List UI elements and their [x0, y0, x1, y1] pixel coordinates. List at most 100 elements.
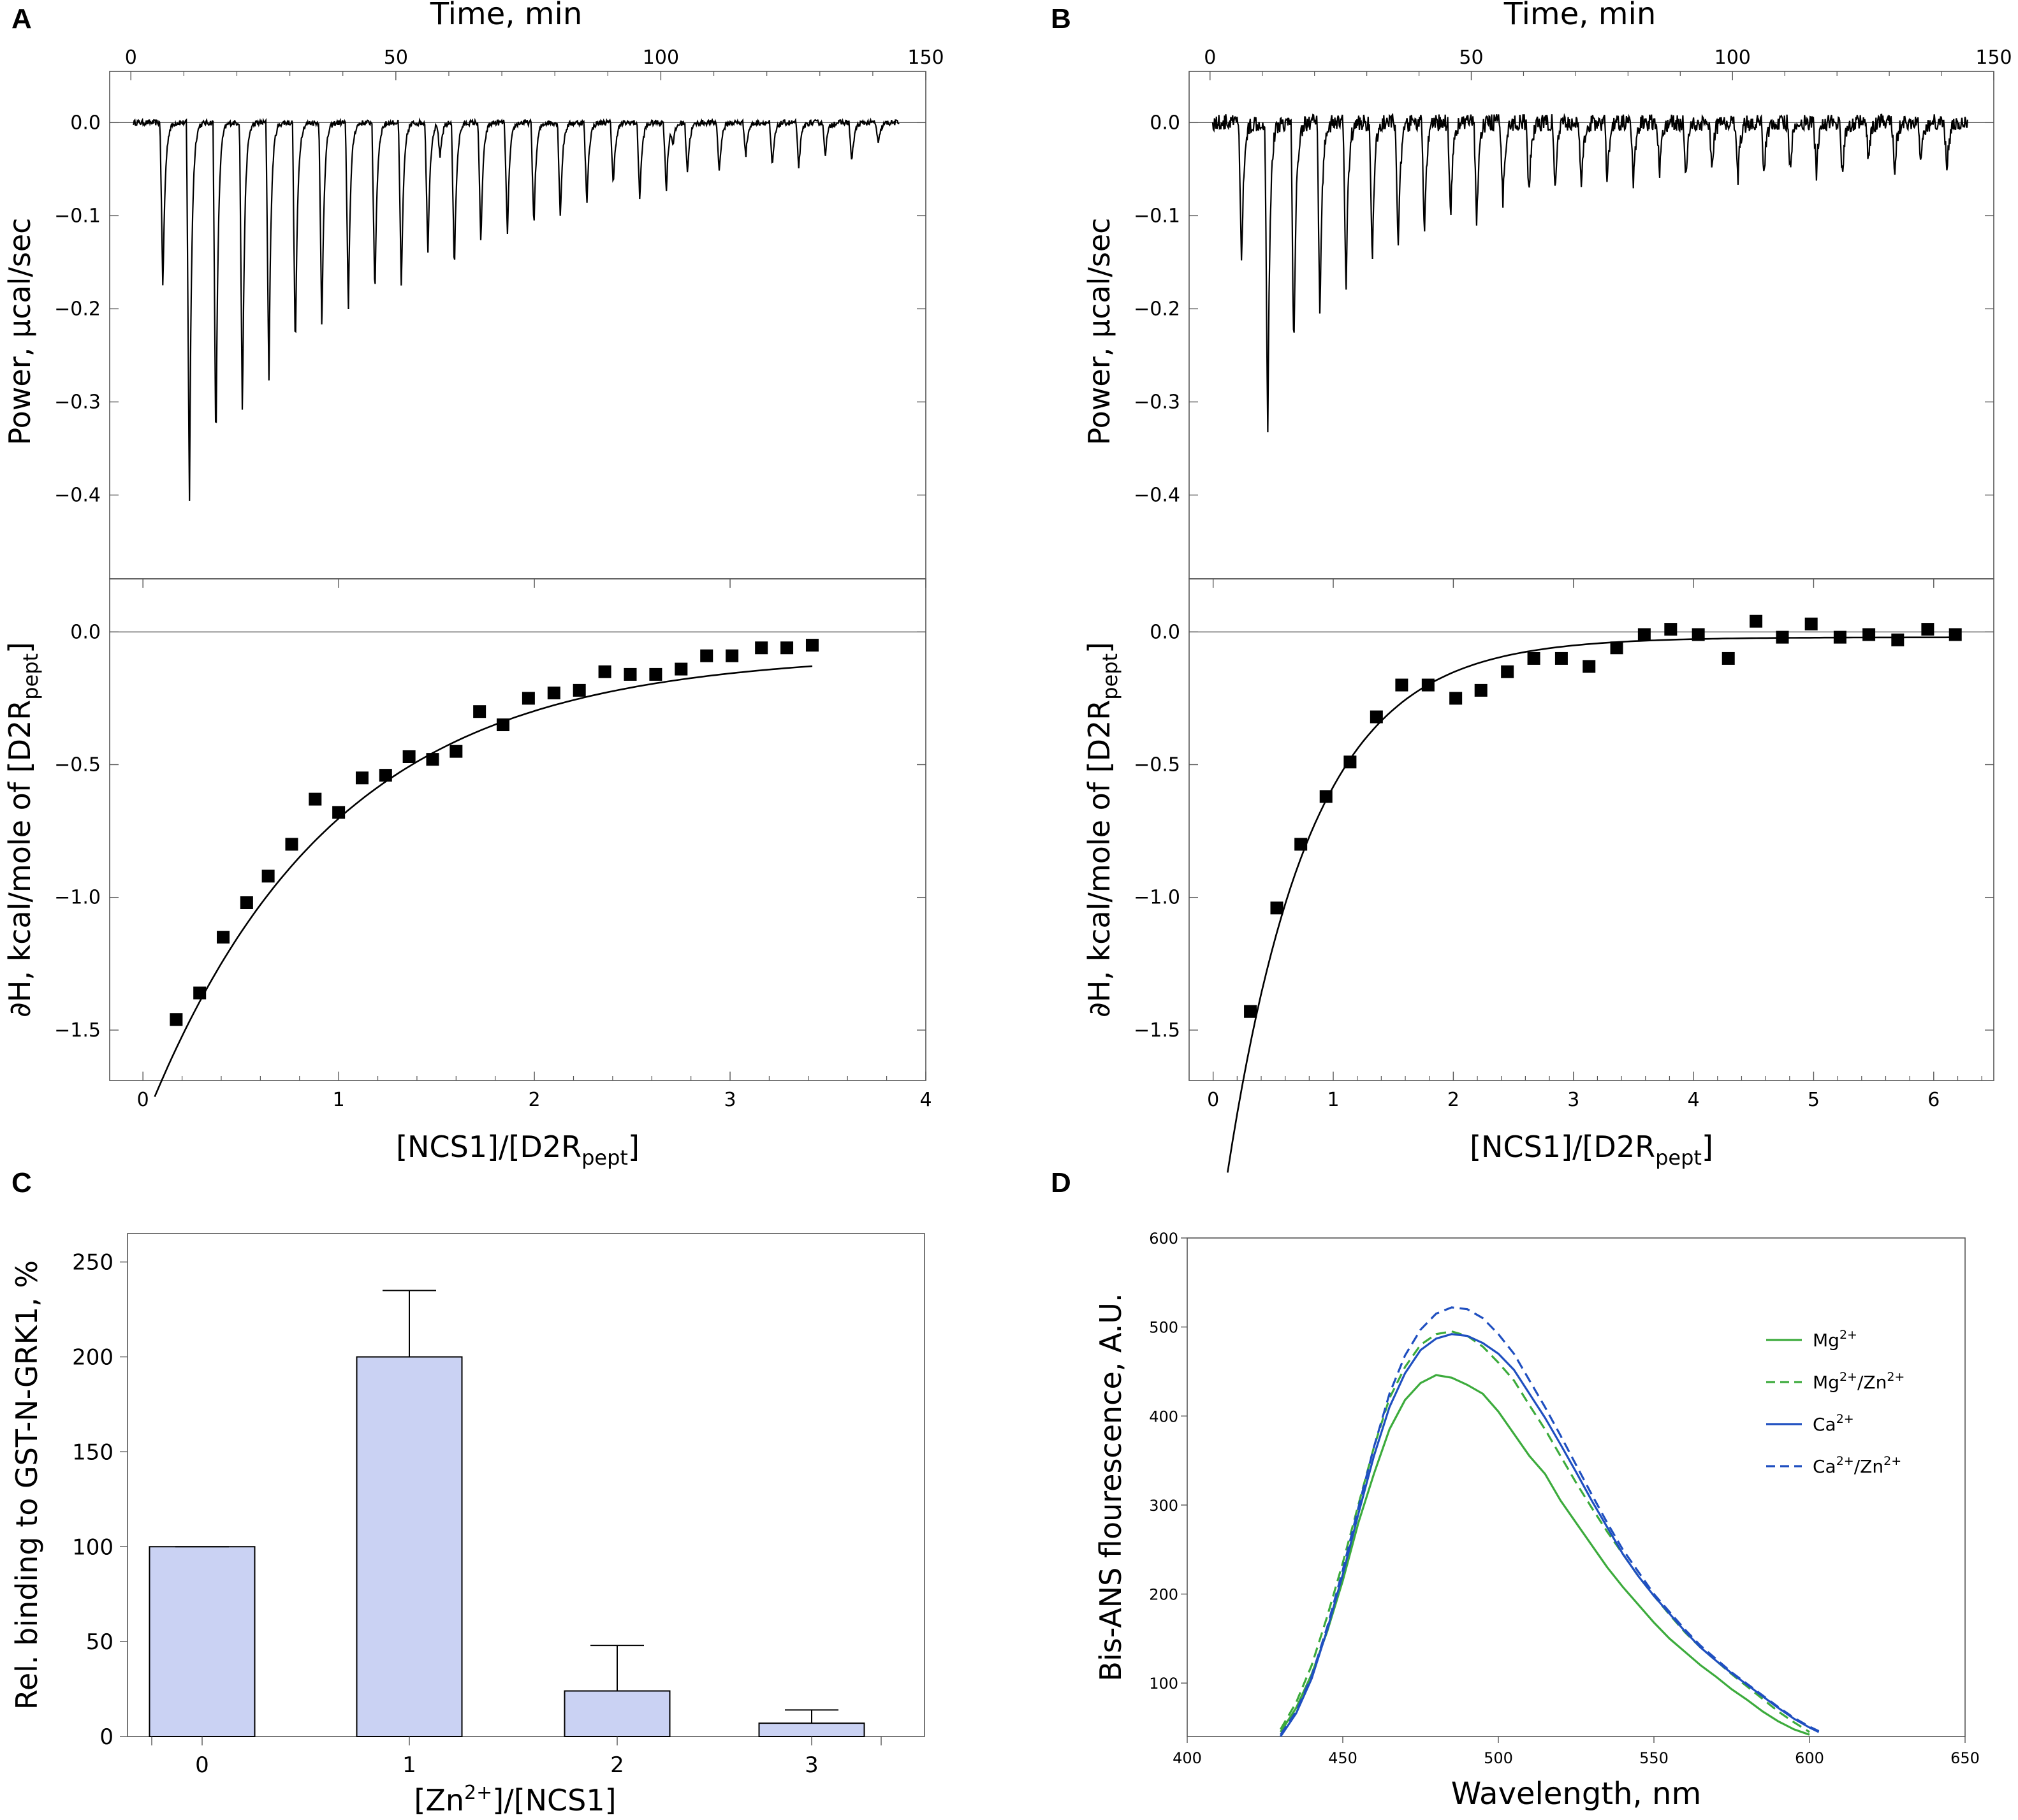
- data-point: [1804, 617, 1818, 630]
- data-point: [1921, 623, 1934, 636]
- data-point: [355, 771, 369, 785]
- data-point: [426, 753, 439, 766]
- panel-label-a: A: [11, 3, 32, 34]
- data-point: [1270, 901, 1283, 915]
- x-tick-label: 2: [610, 1752, 624, 1778]
- x-tick-label: 1: [333, 1089, 345, 1111]
- x-tick-label: 650: [1950, 1749, 1980, 1767]
- data-point: [1449, 692, 1463, 705]
- x-tick-label: 100: [643, 47, 679, 69]
- bar: [356, 1356, 463, 1737]
- data-point: [1891, 633, 1905, 646]
- y-tick-label: 600: [1149, 1230, 1178, 1248]
- data-point: [1776, 630, 1789, 644]
- data-point: [649, 667, 662, 681]
- data-point: [1244, 1005, 1257, 1018]
- series-line: [1280, 1374, 1810, 1736]
- x-tick-label: 2: [529, 1089, 541, 1111]
- x-tick-label: 100: [1715, 47, 1751, 69]
- data-point: [309, 792, 322, 806]
- x-tick-label: 3: [805, 1752, 819, 1778]
- legend-label: Mg2+/Zn2+: [1813, 1370, 1905, 1393]
- y-tick-label: −0.4: [1134, 484, 1180, 507]
- x-tick-label: 400: [1173, 1749, 1202, 1767]
- x-axis-title: [NCS1]/[D2Rpept]: [396, 1130, 640, 1170]
- data-point: [1692, 628, 1705, 641]
- data-point: [1319, 790, 1333, 803]
- x-tick-label: 2: [1447, 1089, 1459, 1111]
- y-tick-label: −1.5: [54, 1019, 101, 1042]
- bar-chart-c: 0 50 100 150 200 250 0 1 2 3 [Zn2+]/[NCS1] Rel. bin…: [10, 1233, 925, 1817]
- thermogram-trace: [1211, 113, 1968, 433]
- data-point: [1949, 628, 1962, 641]
- x-tick-label: 500: [1484, 1749, 1513, 1767]
- x-tick-label: 600: [1795, 1749, 1824, 1767]
- data-point: [496, 718, 509, 732]
- y-tick-label: 0.0: [70, 112, 101, 134]
- y-tick-label: −0.4: [54, 484, 101, 507]
- x-tick-label: 4: [919, 1089, 932, 1111]
- data-point: [217, 931, 230, 944]
- x-axis-title: Wavelength, nm: [1451, 1776, 1701, 1812]
- y-tick-label: 50: [86, 1629, 113, 1655]
- data-point: [1501, 665, 1514, 678]
- x-tick-label: 3: [1567, 1089, 1579, 1111]
- data-point: [780, 641, 794, 655]
- data-point: [1862, 628, 1876, 641]
- x-tick-label: 50: [1459, 47, 1483, 69]
- y-tick-label: 0.0: [1150, 112, 1180, 134]
- data-point: [1554, 652, 1568, 665]
- data-point: [598, 665, 611, 678]
- bar: [564, 1690, 671, 1738]
- data-point: [1395, 678, 1408, 692]
- y-tick-label: 300: [1149, 1497, 1178, 1515]
- data-point: [1833, 630, 1846, 644]
- data-point: [1583, 660, 1596, 673]
- x-axis-title: [NCS1]/[D2Rpept]: [1470, 1130, 1713, 1170]
- panel-label-c: C: [11, 1167, 32, 1198]
- plot-frame: [109, 578, 926, 1081]
- data-point: [1637, 628, 1651, 641]
- thermogram-chart-a: 0 50 100 150 0.0 −0.1 −0.2 −0.3 −0.4 Time, min Pow…: [3, 0, 944, 579]
- y-tick-label: −0.2: [1134, 298, 1180, 320]
- y-axis-title: Power, μcal/sec: [3, 218, 37, 446]
- plot-frame: [127, 1233, 925, 1737]
- data-point: [755, 641, 768, 655]
- x-tick-label: 0: [1207, 1089, 1219, 1111]
- y-tick-label: −0.1: [54, 205, 101, 227]
- legend-label: Ca2+: [1813, 1412, 1854, 1435]
- y-axis-title: ∂H, kcal/mole of [D2Rpept]: [3, 642, 43, 1017]
- data-point: [1421, 678, 1435, 692]
- x-tick-label: 50: [384, 47, 408, 69]
- data-point: [240, 896, 253, 910]
- plot-frame: [1188, 578, 1994, 1081]
- x-tick-label: 450: [1328, 1749, 1357, 1767]
- y-tick-label: 500: [1149, 1319, 1178, 1337]
- data-point: [522, 692, 535, 705]
- y-tick-label: −0.2: [54, 298, 101, 320]
- data-point: [573, 683, 586, 697]
- y-tick-label: 200: [72, 1345, 113, 1371]
- legend-label: Ca2+/Zn2+: [1813, 1454, 1901, 1477]
- x-tick-label: 1: [1327, 1089, 1339, 1111]
- data-point: [332, 806, 346, 819]
- data-point: [170, 1013, 183, 1026]
- data-point: [726, 649, 739, 662]
- thermogram-trace: [133, 117, 900, 501]
- x-tick-label: 550: [1639, 1749, 1669, 1767]
- y-tick-label: 0.0: [1150, 621, 1180, 643]
- data-point: [675, 662, 688, 676]
- x-tick-label: 5: [1808, 1089, 1820, 1111]
- plot-frame: [1188, 71, 1994, 579]
- y-tick-label: −1.0: [1134, 887, 1180, 909]
- bar: [149, 1546, 256, 1737]
- plot-frame: [1187, 1237, 1966, 1737]
- panel-label-b: B: [1051, 3, 1071, 34]
- isotherm-chart-a: 0 1 2 3 4 0.0 −0.5 −1.0 −1.5 [NCS1]/[D2Rpept] ∂H, …: [3, 578, 932, 1170]
- data-point: [1722, 652, 1735, 665]
- x-tick-label: 0: [1204, 47, 1216, 69]
- y-tick-label: 150: [72, 1439, 113, 1465]
- data-point: [1370, 710, 1383, 724]
- data-point: [1343, 755, 1357, 769]
